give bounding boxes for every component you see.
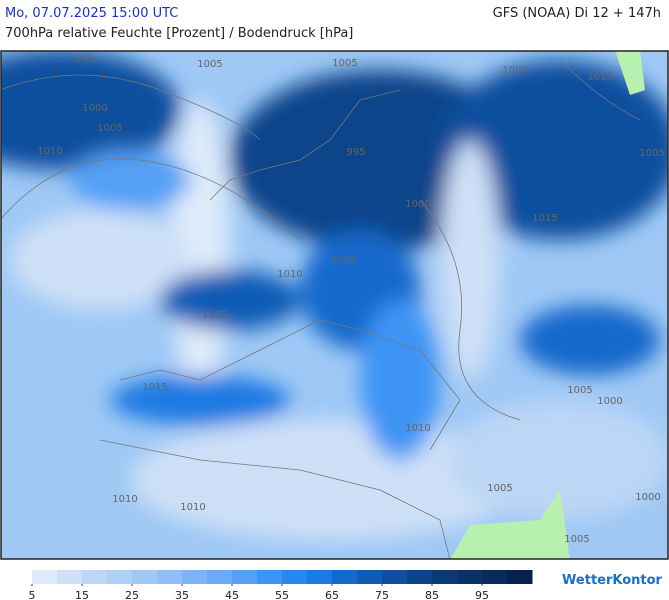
- isobar-label: 1005: [639, 148, 664, 159]
- isobar-label: 995: [346, 147, 365, 158]
- colorbar-swatch: [382, 570, 408, 584]
- isobar-label: 1000: [635, 492, 660, 503]
- isobar-label: 1010: [37, 146, 62, 157]
- isobar-label: 1010: [587, 72, 612, 83]
- colorbar-tick-label: 25: [125, 589, 139, 600]
- isobar-label: 1000: [82, 103, 107, 114]
- colorbar-tick-label: 65: [325, 589, 339, 600]
- colorbar-tick-label: 15: [75, 589, 89, 600]
- isobar-label: 1000: [405, 199, 430, 210]
- colorbar-tick-label: 95: [475, 589, 489, 600]
- colorbar-swatch: [232, 570, 258, 584]
- colorbar-tick-label: 35: [175, 589, 189, 600]
- isobar-label: 1015: [532, 213, 557, 224]
- isobar-label: 1005: [97, 123, 122, 134]
- isobar-label: 1015: [202, 310, 227, 321]
- datetime: Mo, 07.07.2025 15:00 UTC: [5, 6, 179, 21]
- colorbar-swatch: [357, 570, 383, 584]
- isobar-label: 1010: [180, 502, 205, 513]
- subtitle: 700hPa relative Feuchte [Prozent] / Bode…: [5, 26, 354, 41]
- humidity-field: [1, 51, 668, 559]
- isobar-label: 1005: [487, 483, 512, 494]
- isobar-label: 1010: [277, 269, 302, 280]
- colorbar-tick-label: 55: [275, 589, 289, 600]
- isobar-label: 1005: [567, 385, 592, 396]
- isobar-label: 1000: [502, 65, 527, 76]
- colorbar-swatch: [132, 570, 158, 584]
- colorbar-swatch: [432, 570, 458, 584]
- colorbar-swatch: [507, 570, 533, 584]
- colorbar-swatch: [82, 570, 108, 584]
- colorbar-swatch: [282, 570, 308, 584]
- colorbar-tick-label: 5: [29, 589, 36, 600]
- colorbar-swatch: [207, 570, 233, 584]
- isobar-label: 1005: [331, 255, 356, 266]
- isobar-label: 1010: [405, 423, 430, 434]
- colorbar-swatch: [182, 570, 208, 584]
- colorbar-swatch: [407, 570, 433, 584]
- colorbar-swatch: [32, 570, 58, 584]
- isobar-label: 1005: [332, 58, 357, 69]
- colorbar-swatch: [257, 570, 283, 584]
- colorbar-swatch: [157, 570, 183, 584]
- colorbar-swatch: [57, 570, 83, 584]
- isobar-label: 1010: [112, 494, 137, 505]
- isobar-label: 1015: [142, 382, 167, 393]
- colorbar-tick-label: 75: [375, 589, 389, 600]
- logo: WetterKontor: [562, 573, 663, 588]
- colorbar-swatch: [482, 570, 508, 584]
- model-run: GFS (NOAA) Di 12 + 147h: [492, 6, 661, 21]
- colorbar-tick-label: 85: [425, 589, 439, 600]
- colorbar-swatch: [307, 570, 333, 584]
- isobar-label: 1005: [197, 59, 222, 70]
- colorbar-tick-label: 45: [225, 589, 239, 600]
- map-frame: [0, 50, 669, 560]
- isobar-label: 1005: [564, 534, 589, 545]
- colorbar-swatch: [332, 570, 358, 584]
- isobar-label: 1000: [597, 396, 622, 407]
- colorbar-swatch: [107, 570, 133, 584]
- isobar-label: 995: [75, 54, 94, 65]
- colorbar-swatch: [457, 570, 483, 584]
